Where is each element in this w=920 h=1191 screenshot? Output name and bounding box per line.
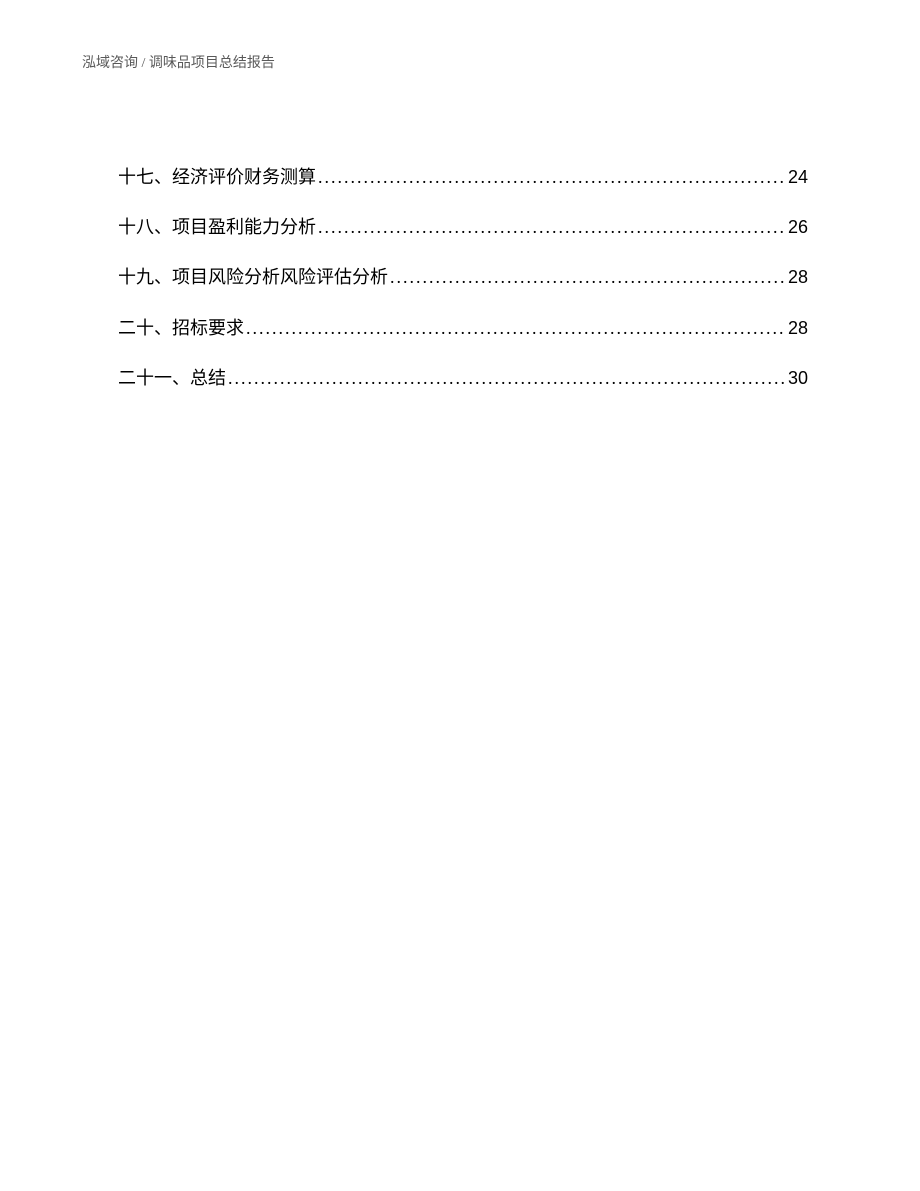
toc-entry: 二十一、总结 30 [118,361,808,395]
toc-title: 十七、经济评价财务测算 [118,160,316,194]
toc-leader-dots [318,160,786,194]
toc-leader-dots [228,361,786,395]
toc-leader-dots [246,311,786,345]
toc-entry: 二十、招标要求 28 [118,311,808,345]
toc-page-number: 30 [788,361,808,395]
table-of-contents: 十七、经济评价财务测算 24 十八、项目盈利能力分析 26 十九、项目风险分析风… [118,160,808,411]
toc-page-number: 26 [788,210,808,244]
toc-title: 二十、招标要求 [118,311,244,345]
toc-page-number: 24 [788,160,808,194]
toc-page-number: 28 [788,311,808,345]
page-header: 泓域咨询 / 调味品项目总结报告 [82,52,275,72]
header-text: 泓域咨询 / 调味品项目总结报告 [82,56,275,71]
toc-page-number: 28 [788,260,808,294]
toc-leader-dots [390,260,786,294]
toc-entry: 十七、经济评价财务测算 24 [118,160,808,194]
toc-title: 十八、项目盈利能力分析 [118,210,316,244]
toc-title: 十九、项目风险分析风险评估分析 [118,260,388,294]
toc-entry: 十八、项目盈利能力分析 26 [118,210,808,244]
toc-title: 二十一、总结 [118,361,226,395]
toc-entry: 十九、项目风险分析风险评估分析 28 [118,260,808,294]
toc-leader-dots [318,210,786,244]
